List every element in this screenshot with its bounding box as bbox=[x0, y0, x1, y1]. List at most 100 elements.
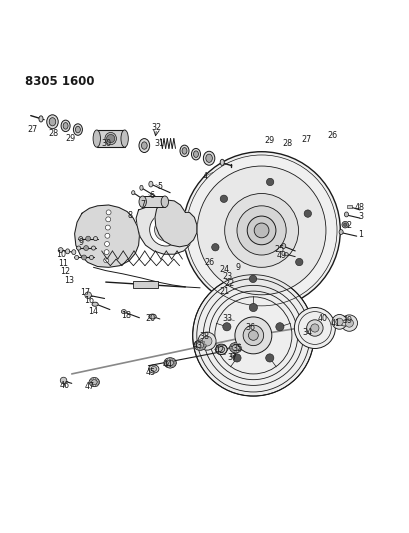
Text: 13: 13 bbox=[64, 276, 74, 285]
Circle shape bbox=[172, 365, 174, 367]
Text: 30: 30 bbox=[101, 139, 111, 148]
Text: 5: 5 bbox=[157, 182, 162, 191]
Text: 26: 26 bbox=[204, 258, 213, 267]
Circle shape bbox=[154, 218, 177, 241]
Ellipse shape bbox=[148, 314, 156, 319]
Circle shape bbox=[97, 381, 99, 383]
Circle shape bbox=[105, 225, 110, 230]
Text: 38: 38 bbox=[199, 332, 209, 341]
Circle shape bbox=[106, 210, 111, 215]
Circle shape bbox=[239, 346, 241, 349]
Ellipse shape bbox=[79, 237, 83, 241]
Circle shape bbox=[95, 384, 97, 386]
Circle shape bbox=[310, 324, 318, 332]
Circle shape bbox=[234, 317, 271, 354]
Circle shape bbox=[202, 336, 211, 346]
Circle shape bbox=[91, 384, 93, 386]
Text: 33: 33 bbox=[222, 314, 232, 324]
Circle shape bbox=[104, 241, 109, 246]
Text: 45: 45 bbox=[146, 368, 155, 377]
Circle shape bbox=[243, 325, 263, 345]
Text: 49: 49 bbox=[276, 251, 286, 260]
Text: 28: 28 bbox=[48, 129, 58, 138]
Ellipse shape bbox=[161, 196, 168, 207]
Ellipse shape bbox=[74, 255, 79, 260]
Circle shape bbox=[340, 315, 357, 332]
Circle shape bbox=[164, 361, 166, 364]
Text: 8305 1600: 8305 1600 bbox=[25, 75, 95, 87]
Circle shape bbox=[103, 258, 108, 263]
Text: 29: 29 bbox=[264, 136, 274, 145]
Circle shape bbox=[105, 233, 110, 238]
Text: 43: 43 bbox=[192, 341, 202, 350]
Ellipse shape bbox=[121, 310, 126, 313]
Bar bbox=[142, 196, 164, 207]
Text: 23: 23 bbox=[222, 272, 232, 281]
Text: 9: 9 bbox=[79, 238, 83, 247]
Ellipse shape bbox=[205, 154, 212, 163]
Bar bbox=[346, 205, 351, 208]
Circle shape bbox=[303, 210, 311, 217]
Circle shape bbox=[202, 341, 204, 344]
Circle shape bbox=[197, 166, 325, 295]
Ellipse shape bbox=[203, 151, 214, 165]
Bar bbox=[97, 130, 124, 147]
Circle shape bbox=[211, 244, 218, 251]
Circle shape bbox=[91, 378, 93, 380]
Ellipse shape bbox=[75, 126, 80, 133]
Text: 44: 44 bbox=[162, 360, 172, 369]
Circle shape bbox=[81, 255, 86, 260]
Ellipse shape bbox=[139, 139, 149, 152]
Ellipse shape bbox=[193, 151, 198, 157]
Text: 3: 3 bbox=[357, 212, 362, 221]
Ellipse shape bbox=[105, 132, 116, 145]
Ellipse shape bbox=[93, 237, 97, 241]
Circle shape bbox=[85, 292, 91, 298]
Ellipse shape bbox=[139, 196, 146, 207]
Ellipse shape bbox=[193, 340, 206, 350]
Ellipse shape bbox=[141, 142, 147, 149]
Ellipse shape bbox=[89, 255, 93, 260]
Circle shape bbox=[229, 346, 231, 349]
Circle shape bbox=[344, 319, 353, 327]
Polygon shape bbox=[74, 205, 139, 268]
Ellipse shape bbox=[39, 116, 43, 122]
Circle shape bbox=[198, 332, 216, 350]
Text: 42: 42 bbox=[214, 346, 224, 355]
Circle shape bbox=[247, 216, 275, 245]
Circle shape bbox=[234, 342, 236, 345]
Circle shape bbox=[343, 223, 346, 227]
Circle shape bbox=[198, 348, 201, 351]
Text: 37: 37 bbox=[227, 353, 237, 362]
Ellipse shape bbox=[148, 365, 159, 373]
Circle shape bbox=[294, 308, 335, 349]
Ellipse shape bbox=[191, 148, 200, 160]
Ellipse shape bbox=[231, 345, 239, 351]
Ellipse shape bbox=[139, 185, 143, 190]
Ellipse shape bbox=[72, 249, 76, 255]
Circle shape bbox=[248, 330, 258, 340]
Circle shape bbox=[266, 178, 273, 185]
Ellipse shape bbox=[148, 181, 153, 187]
Text: 20: 20 bbox=[146, 314, 155, 324]
Text: 32: 32 bbox=[151, 124, 161, 132]
Ellipse shape bbox=[63, 123, 68, 129]
Circle shape bbox=[165, 365, 168, 367]
Ellipse shape bbox=[182, 148, 187, 154]
Circle shape bbox=[249, 275, 256, 282]
Ellipse shape bbox=[215, 344, 227, 354]
Circle shape bbox=[169, 366, 171, 368]
Ellipse shape bbox=[47, 115, 58, 129]
Polygon shape bbox=[155, 200, 196, 247]
Ellipse shape bbox=[344, 212, 348, 217]
Text: 48: 48 bbox=[354, 203, 364, 212]
Text: 7: 7 bbox=[140, 200, 145, 209]
Ellipse shape bbox=[121, 130, 128, 147]
Text: 26: 26 bbox=[326, 131, 336, 140]
Circle shape bbox=[231, 349, 233, 352]
Ellipse shape bbox=[65, 249, 70, 254]
Text: 1: 1 bbox=[357, 230, 362, 239]
Text: 4: 4 bbox=[202, 172, 207, 181]
Circle shape bbox=[198, 340, 201, 342]
Text: 22: 22 bbox=[224, 279, 234, 288]
